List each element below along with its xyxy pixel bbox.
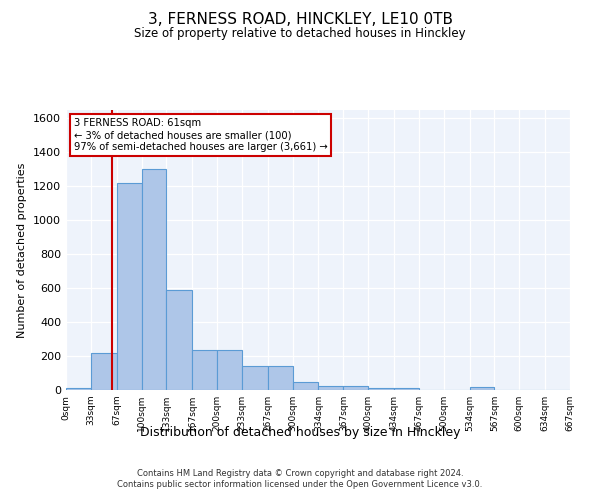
Bar (343, 386, 368, 390)
Bar (368, 388, 394, 390)
Bar (293, 382, 319, 390)
Text: Contains HM Land Registry data © Crown copyright and database right 2024.: Contains HM Land Registry data © Crown c… (137, 468, 463, 477)
Bar (66, 388, 91, 390)
Text: 3 FERNESS ROAD: 61sqm
← 3% of detached houses are smaller (100)
97% of semi-deta: 3 FERNESS ROAD: 61sqm ← 3% of detached h… (74, 118, 328, 152)
Bar (142, 170, 166, 390)
Text: Size of property relative to detached houses in Hinckley: Size of property relative to detached ho… (134, 28, 466, 40)
Bar (192, 350, 217, 390)
Text: Distribution of detached houses by size in Hinckley: Distribution of detached houses by size … (140, 426, 460, 439)
Bar (319, 386, 343, 390)
Bar (116, 183, 142, 390)
Text: 3, FERNESS ROAD, HINCKLEY, LE10 0TB: 3, FERNESS ROAD, HINCKLEY, LE10 0TB (148, 12, 452, 28)
Text: Contains public sector information licensed under the Open Government Licence v3: Contains public sector information licen… (118, 480, 482, 489)
Bar (242, 366, 268, 390)
Bar (166, 290, 192, 390)
Y-axis label: Number of detached properties: Number of detached properties (17, 162, 28, 338)
Bar (91, 352, 116, 390)
Bar (268, 366, 293, 390)
Bar (217, 350, 242, 390)
Bar (470, 387, 494, 390)
Bar (394, 388, 419, 390)
